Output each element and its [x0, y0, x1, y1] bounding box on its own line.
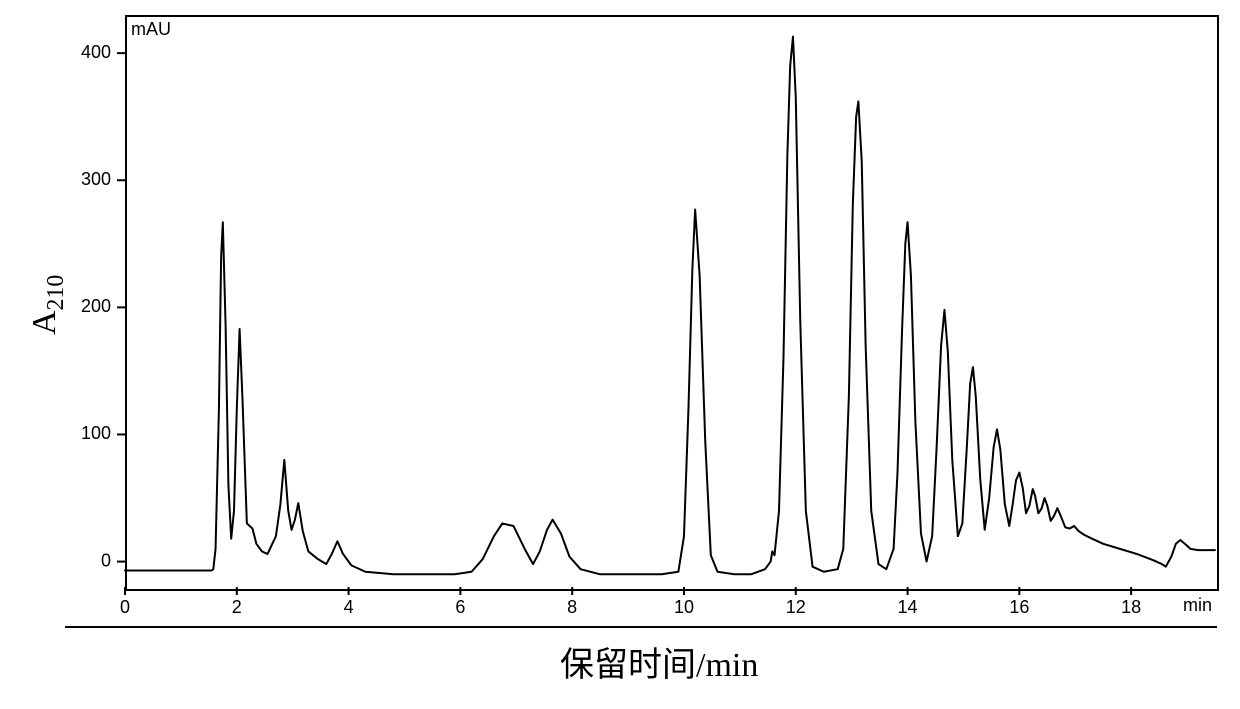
chromatogram-trace — [125, 37, 1215, 575]
chart-svg: 0 100 200 300 400 0 2 4 6 8 10 12 14 16 18 — [0, 0, 1240, 709]
svg-text:12: 12 — [786, 597, 806, 617]
chart-canvas: A210 mAU min 保留时间/min 010020030040002468… — [0, 0, 1240, 709]
svg-text:2: 2 — [232, 597, 242, 617]
svg-text:8: 8 — [567, 597, 577, 617]
svg-text:14: 14 — [898, 597, 918, 617]
svg-text:0: 0 — [120, 597, 130, 617]
svg-text:100: 100 — [81, 423, 111, 443]
svg-text:400: 400 — [81, 42, 111, 62]
svg-text:300: 300 — [81, 169, 111, 189]
svg-text:4: 4 — [344, 597, 354, 617]
svg-text:16: 16 — [1009, 597, 1029, 617]
svg-text:18: 18 — [1121, 597, 1141, 617]
svg-text:10: 10 — [674, 597, 694, 617]
svg-text:200: 200 — [81, 296, 111, 316]
svg-text:6: 6 — [455, 597, 465, 617]
svg-text:0: 0 — [101, 550, 111, 570]
